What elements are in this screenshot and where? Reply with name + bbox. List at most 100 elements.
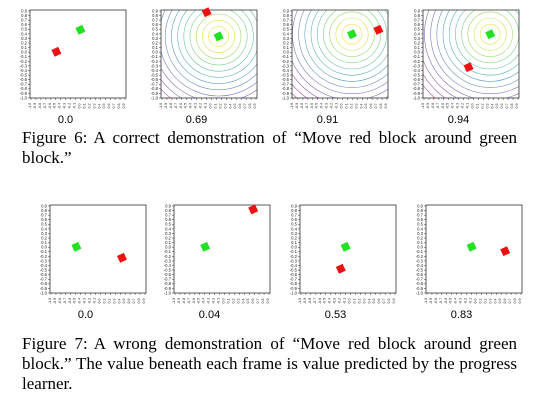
y-tick-label: -0.3: [40, 258, 48, 263]
y-tick-label: -1.0: [164, 290, 172, 295]
x-tick-label: 0.8: [137, 299, 141, 304]
y-tick-label: -0.5: [282, 73, 290, 78]
y-tick-label: -0.8: [20, 86, 28, 91]
x-tick-label: 0.7: [132, 299, 136, 304]
y-tick-label: -0.3: [416, 258, 424, 263]
y-tick-label: -1.0: [413, 95, 421, 100]
contour-ring: [202, 19, 236, 53]
x-tick-label: -0.8: [169, 103, 173, 109]
y-tick-label: -0.9: [40, 286, 48, 291]
contour-ring: [455, 10, 519, 70]
x-tick-label: -0.4: [454, 298, 458, 304]
y-tick-label: -0.1: [151, 54, 159, 59]
y-tick-label: 0.3: [21, 36, 27, 41]
x-tick-label: 0.1: [102, 299, 106, 304]
y-tick-label: 0.3: [417, 231, 423, 236]
y-tick-label: 0.9: [417, 203, 423, 208]
y-tick-label: 0.0: [152, 50, 158, 55]
y-tick-label: -0.1: [290, 249, 298, 254]
x-tick-label: -0.6: [441, 103, 445, 109]
figure6-caption: Figure 6: A correct demonstration of “Mov…: [22, 128, 517, 168]
y-tick-label: 0.2: [417, 235, 423, 240]
y-tick-label: -0.1: [20, 54, 28, 59]
x-tick-label: 0.6: [107, 104, 111, 109]
y-tick-label: 0.1: [165, 240, 171, 245]
x-tick-label: -0.6: [48, 103, 52, 109]
y-tick-label: 0.0: [417, 245, 423, 250]
x-tick-label: 0.4: [241, 299, 245, 304]
frame-plot: 0.90.80.70.60.50.40.30.20.10.0-0.1-0.2-0…: [151, 7, 258, 109]
x-tick-label: -0.1: [217, 298, 221, 304]
y-tick-label: 0.3: [291, 231, 297, 236]
x-tick-label: -0.8: [38, 103, 42, 109]
y-tick-label: 0.1: [414, 45, 420, 50]
y-tick-label: 0.1: [291, 240, 297, 245]
x-tick-label: -0.3: [456, 103, 460, 109]
contour-ring: [448, 10, 519, 76]
y-tick-label: -0.5: [413, 73, 421, 78]
y-tick-label: -0.7: [282, 82, 290, 87]
y-tick-label: -0.2: [282, 59, 290, 64]
y-tick-label: 0.1: [417, 240, 423, 245]
x-tick-label: 0.9: [253, 104, 257, 109]
x-tick-label: 0.6: [503, 299, 507, 304]
x-tick-label: 0.2: [231, 299, 235, 304]
x-tick-label: 0.1: [475, 104, 479, 109]
y-tick-label: -0.4: [40, 263, 48, 268]
y-tick-label: -0.5: [151, 73, 159, 78]
y-tick-label: -0.7: [416, 277, 424, 282]
y-tick-label: 0.3: [152, 36, 158, 41]
y-tick-label: 0.1: [283, 45, 289, 50]
x-tick-label: -0.7: [439, 298, 443, 304]
x-tick-label: 0.5: [246, 299, 250, 304]
y-tick-label: -0.3: [290, 258, 298, 263]
green-block: [71, 241, 82, 252]
y-tick-label: 0.2: [165, 235, 171, 240]
x-tick-label: 0.9: [384, 104, 388, 109]
y-tick-label: -0.3: [20, 63, 28, 68]
y-tick-label: 0.6: [417, 217, 423, 222]
x-tick-label: -0.1: [73, 103, 77, 109]
x-tick-label: -0.1: [466, 103, 470, 109]
y-tick-label: -1.0: [40, 290, 48, 295]
x-tick-label: -1.0: [290, 103, 294, 109]
y-tick-label: 0.5: [21, 27, 27, 32]
plot-frame: [299, 204, 397, 294]
x-tick-label: 0.6: [500, 104, 504, 109]
red-block: [117, 252, 127, 263]
x-tick-label: 0.8: [513, 299, 517, 304]
figure6-caption-text: A correct demonstration of “Move red blo…: [22, 128, 517, 167]
contour-lines: [292, 10, 388, 98]
x-tick-label: 0.6: [238, 104, 242, 109]
contour-ring: [316, 10, 388, 70]
y-tick-label: -1.0: [416, 290, 424, 295]
contour-ring: [430, 10, 519, 95]
y-tick-label: -0.1: [282, 54, 290, 59]
x-tick-label: 0.2: [107, 299, 111, 304]
y-tick-label: 0.3: [41, 231, 47, 236]
y-tick-label: -0.8: [151, 86, 159, 91]
y-tick-label: -0.9: [282, 91, 290, 96]
x-tick-label: 0.2: [218, 104, 222, 109]
frame-value: 0.69: [185, 114, 208, 126]
y-tick-label: 0.3: [283, 36, 289, 41]
x-tick-label: -0.1: [93, 298, 97, 304]
y-tick-label: 0.9: [283, 8, 289, 13]
y-tick-label: 0.6: [152, 22, 158, 27]
x-tick-label: -0.1: [343, 298, 347, 304]
x-tick-label: -0.5: [53, 103, 57, 109]
x-tick-label: 0.8: [379, 104, 383, 109]
x-tick-label: 0.4: [97, 104, 101, 109]
x-tick-label: 0.4: [490, 104, 494, 109]
y-tick-label: -0.7: [164, 277, 172, 282]
y-tick-label: -0.9: [416, 286, 424, 291]
y-tick-label: -0.9: [290, 286, 298, 291]
y-tick-label: 0.9: [165, 203, 171, 208]
x-tick-label: 0.6: [127, 299, 131, 304]
x-tick-label: -0.6: [68, 298, 72, 304]
x-tick-label: -0.2: [464, 298, 468, 304]
contour-ring: [292, 83, 308, 98]
x-tick-label: 0.9: [392, 299, 396, 304]
contour-ring: [436, 10, 519, 88]
y-tick-label: 0.7: [165, 213, 171, 218]
